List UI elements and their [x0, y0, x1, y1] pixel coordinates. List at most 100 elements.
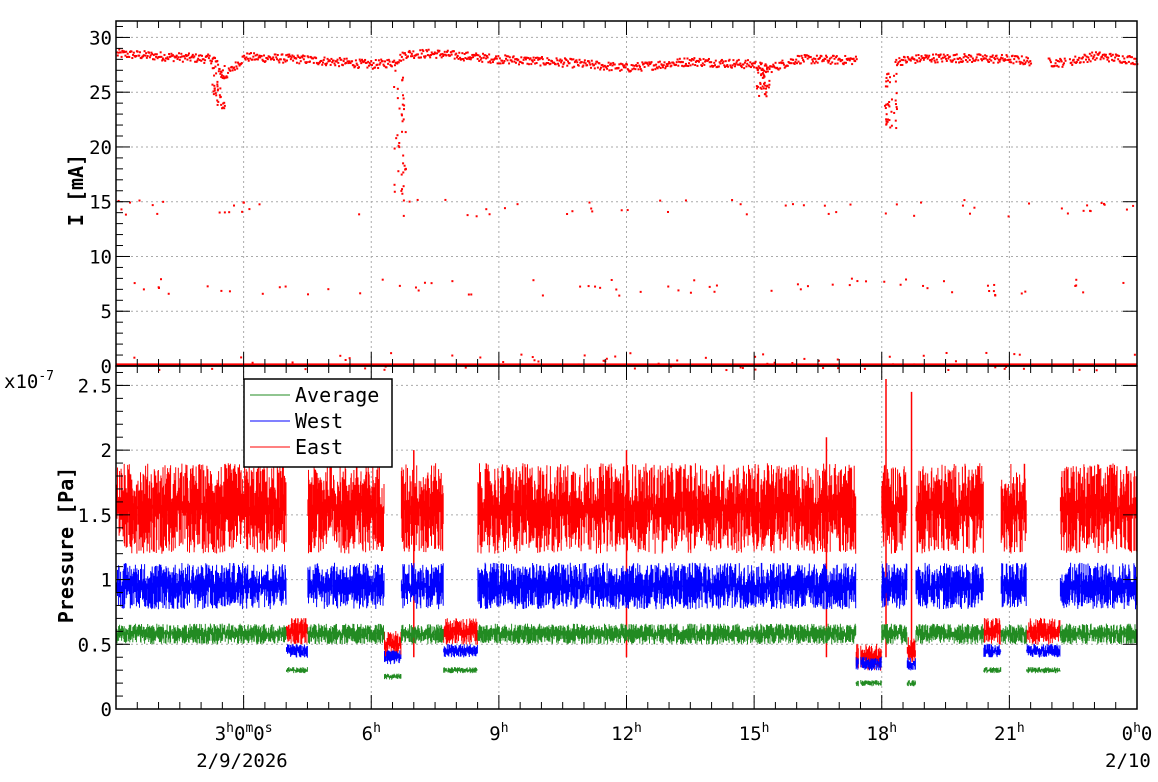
current-scatter-point	[307, 293, 310, 296]
current-point	[710, 61, 713, 64]
current-point	[935, 53, 938, 56]
current-point	[349, 62, 352, 65]
current-point	[208, 54, 211, 57]
current-point	[1062, 62, 1065, 65]
current-dip-point	[887, 72, 890, 75]
current-scatter-point	[344, 358, 347, 361]
x-tick-label: 3h0m0s	[215, 721, 273, 745]
current-point	[534, 62, 537, 65]
current-point	[440, 56, 443, 59]
x-tick-label: 12h	[611, 721, 642, 745]
current-scatter-point	[579, 285, 582, 288]
current-point	[626, 68, 629, 71]
current-point	[1105, 56, 1108, 59]
current-scatter-point	[451, 354, 454, 357]
current-point	[731, 64, 734, 67]
current-point	[838, 58, 841, 61]
y-tick-label: 1.5	[78, 505, 112, 527]
current-point	[665, 63, 668, 66]
current-dip-point	[884, 85, 887, 88]
current-point	[949, 59, 952, 62]
current-point	[370, 60, 373, 63]
current-scatter-point	[684, 199, 687, 202]
current-point	[836, 62, 839, 65]
current-point	[621, 63, 624, 66]
current-point	[243, 54, 246, 57]
current-dip-point	[396, 87, 399, 90]
current-dip-point	[894, 103, 897, 106]
current-dip-point	[888, 81, 891, 84]
current-scatter-point	[566, 213, 569, 216]
current-dip-point	[213, 89, 216, 92]
current-point	[536, 56, 539, 59]
current-point	[524, 56, 527, 59]
current-point	[385, 66, 388, 69]
current-point	[1020, 55, 1023, 58]
current-point	[384, 60, 387, 63]
current-point	[170, 52, 173, 55]
current-point	[903, 56, 906, 59]
current-point	[488, 53, 491, 56]
current-scatter-point	[157, 286, 160, 289]
current-point	[907, 57, 910, 60]
current-scatter-point	[284, 285, 287, 288]
x-tick-label: 15h	[739, 721, 770, 745]
current-point	[199, 54, 202, 57]
current-point	[704, 60, 707, 63]
current-point	[386, 59, 389, 62]
current-point	[676, 58, 679, 61]
current-point	[1130, 56, 1133, 59]
current-point	[947, 57, 950, 60]
current-point	[918, 57, 921, 60]
current-point	[202, 58, 205, 61]
current-point	[449, 51, 452, 54]
current-point	[429, 53, 432, 56]
current-point	[740, 66, 743, 69]
current-point	[345, 57, 348, 60]
current-point	[148, 51, 151, 54]
current-point	[374, 66, 377, 69]
current-point	[398, 59, 401, 62]
current-point	[323, 56, 326, 59]
current-point	[1000, 53, 1003, 56]
current-point	[358, 58, 361, 61]
current-point	[1060, 60, 1063, 63]
current-point	[255, 58, 258, 61]
current-point	[752, 62, 755, 65]
current-point	[703, 63, 706, 66]
current-point	[897, 61, 900, 64]
current-scatter-point	[831, 283, 834, 286]
current-scatter-point	[466, 214, 469, 217]
current-point	[521, 62, 524, 65]
current-point	[925, 56, 928, 59]
current-point	[1024, 61, 1027, 64]
current-scatter-point	[773, 361, 776, 364]
current-point	[677, 64, 680, 67]
current-point	[981, 55, 984, 58]
current-point	[1004, 59, 1007, 62]
current-point	[728, 58, 731, 61]
current-dip-point	[402, 154, 405, 157]
current-point	[330, 57, 333, 60]
current-dip-point	[223, 65, 226, 68]
current-point	[278, 61, 281, 64]
current-point	[1094, 51, 1097, 54]
current-point	[923, 57, 926, 60]
current-dip-point	[886, 118, 889, 121]
current-point	[184, 57, 187, 60]
current-scatter-point	[451, 280, 454, 283]
current-point	[572, 58, 575, 61]
current-point	[400, 59, 403, 62]
current-point	[498, 57, 501, 60]
current-scatter-point	[988, 290, 991, 293]
current-point	[625, 63, 628, 66]
current-point	[187, 52, 190, 55]
current-point	[226, 76, 229, 79]
current-point	[152, 54, 155, 57]
current-point	[253, 52, 256, 55]
current-point	[321, 63, 324, 66]
current-point	[599, 68, 602, 71]
current-point	[714, 59, 717, 62]
current-point	[656, 67, 659, 70]
current-point	[942, 53, 945, 56]
